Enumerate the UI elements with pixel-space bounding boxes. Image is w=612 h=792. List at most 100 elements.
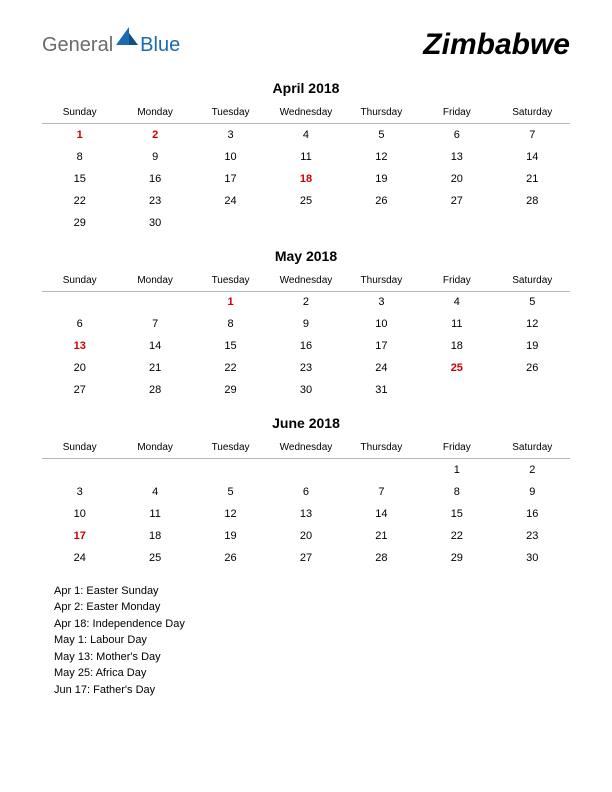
holiday-item: Apr 18: Independence Day [54,616,570,633]
country-title: Zimbabwe [423,28,570,62]
calendar-day: 15 [419,503,494,525]
weekday-header: Monday [117,102,192,124]
calendar-day [495,212,570,234]
calendar-day: 17 [193,168,268,190]
calendar-row: 1234567 [42,124,570,146]
calendar-day: 11 [117,503,192,525]
calendar-day: 27 [419,190,494,212]
calendar-day: 19 [495,335,570,357]
calendar-row: 2930 [42,212,570,234]
calendar-day: 3 [193,124,268,146]
calendar-day [419,212,494,234]
calendar-day: 17 [344,335,419,357]
calendar-row: 12 [42,459,570,481]
calendar-day [344,459,419,481]
weekday-header: Wednesday [268,437,343,459]
calendar-day: 26 [193,547,268,569]
calendar-day: 17 [42,525,117,547]
calendar-day: 20 [419,168,494,190]
calendar-day: 9 [495,481,570,503]
weekday-header: Wednesday [268,102,343,124]
calendar-day: 4 [268,124,343,146]
calendar-day: 1 [42,124,117,146]
holiday-item: May 1: Labour Day [54,632,570,649]
calendar-day: 27 [42,379,117,401]
weekday-header: Sunday [42,437,117,459]
calendar-day [268,212,343,234]
calendar-day: 31 [344,379,419,401]
calendar-day: 6 [268,481,343,503]
calendar-row: 22232425262728 [42,190,570,212]
calendar-day: 18 [117,525,192,547]
holiday-item: May 25: Africa Day [54,665,570,682]
calendar-row: 13141516171819 [42,335,570,357]
calendar-row: 6789101112 [42,313,570,335]
calendar-day: 8 [419,481,494,503]
calendar-day: 1 [193,291,268,313]
calendar-day [344,212,419,234]
calendar-day: 23 [495,525,570,547]
logo-text-general: General [42,34,113,57]
calendar-day: 27 [268,547,343,569]
calendar-row: 12345 [42,291,570,313]
calendar-day: 10 [42,503,117,525]
calendars-container: April 2018SundayMondayTuesdayWednesdayTh… [42,80,570,569]
calendar-day: 21 [117,357,192,379]
calendar-day: 5 [344,124,419,146]
calendar-day: 13 [268,503,343,525]
weekday-header: Thursday [344,437,419,459]
calendar-day: 10 [193,146,268,168]
calendar-day [117,291,192,313]
calendar-day: 29 [193,379,268,401]
calendar-day [42,459,117,481]
calendar-day: 1 [419,459,494,481]
logo: General Blue [42,34,180,57]
weekday-header: Monday [117,437,192,459]
weekday-header: Sunday [42,270,117,292]
holidays-list: Apr 1: Easter SundayApr 2: Easter Monday… [42,583,570,699]
calendar-day: 24 [344,357,419,379]
calendar-day: 16 [495,503,570,525]
calendar-day: 24 [193,190,268,212]
weekday-header: Thursday [344,270,419,292]
calendar-day [193,459,268,481]
weekday-header: Saturday [495,102,570,124]
weekday-header: Wednesday [268,270,343,292]
header: General Blue Zimbabwe [42,28,570,62]
calendar-day: 16 [268,335,343,357]
calendar-table: SundayMondayTuesdayWednesdayThursdayFrid… [42,270,570,402]
calendar-day: 28 [117,379,192,401]
calendar-row: 17181920212223 [42,525,570,547]
calendar-row: 2728293031 [42,379,570,401]
calendar-day: 30 [495,547,570,569]
calendar-day: 14 [344,503,419,525]
calendar-day: 26 [344,190,419,212]
calendar-day: 26 [495,357,570,379]
calendar-day: 11 [419,313,494,335]
calendar-row: 891011121314 [42,146,570,168]
calendar-day: 8 [193,313,268,335]
calendar-row: 24252627282930 [42,547,570,569]
calendar-day: 5 [495,291,570,313]
calendar-day: 6 [42,313,117,335]
calendar-day [419,379,494,401]
calendar-day: 12 [344,146,419,168]
calendar-day: 25 [117,547,192,569]
calendar-day: 18 [419,335,494,357]
calendar-day: 22 [419,525,494,547]
weekday-header: Friday [419,102,494,124]
calendar-day: 4 [117,481,192,503]
calendar-day: 7 [495,124,570,146]
calendar-day: 28 [344,547,419,569]
calendar-day [117,459,192,481]
holiday-item: Apr 2: Easter Monday [54,599,570,616]
month-title: June 2018 [42,415,570,431]
logo-triangle-icon [116,27,138,50]
calendar-day: 9 [268,313,343,335]
calendar-day: 20 [42,357,117,379]
holiday-item: May 13: Mother's Day [54,649,570,666]
calendar-day: 6 [419,124,494,146]
calendar-day: 19 [193,525,268,547]
calendar-day: 8 [42,146,117,168]
calendar-day [268,459,343,481]
